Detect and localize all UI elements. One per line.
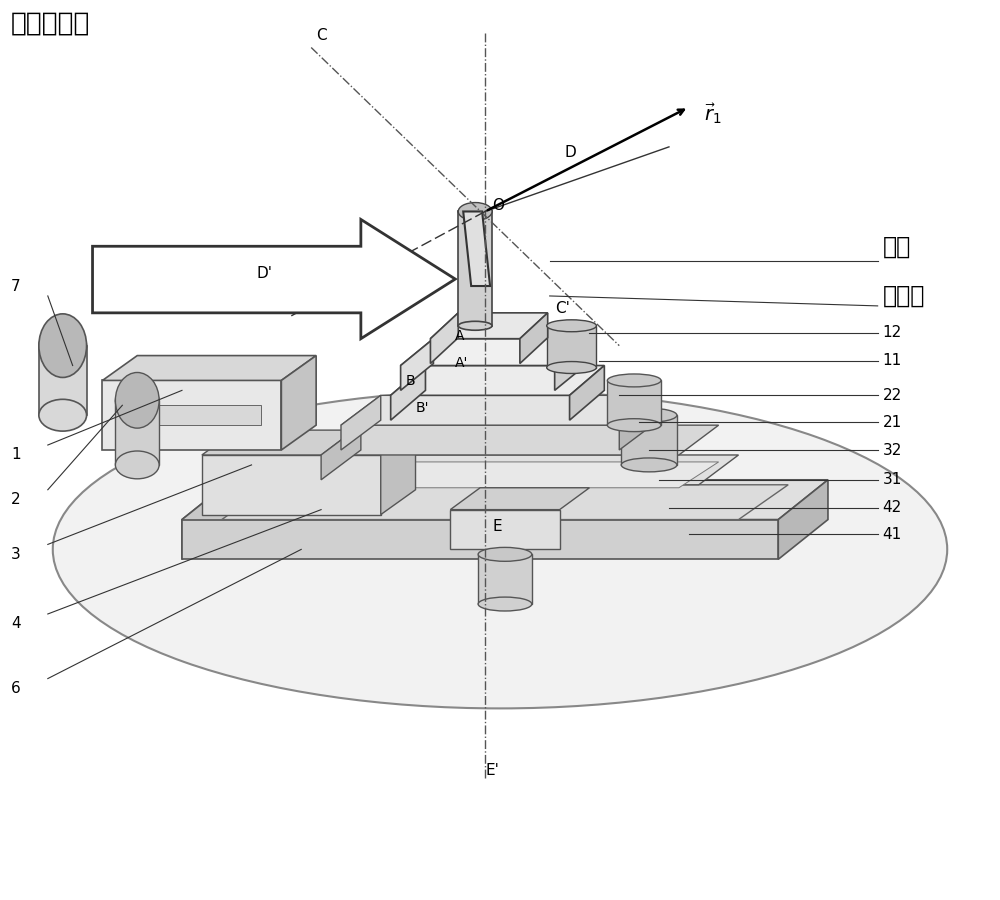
Polygon shape bbox=[115, 400, 159, 465]
Text: 3: 3 bbox=[11, 547, 21, 562]
Polygon shape bbox=[102, 356, 316, 381]
Ellipse shape bbox=[458, 321, 492, 330]
Polygon shape bbox=[93, 220, 455, 338]
Polygon shape bbox=[391, 365, 604, 395]
Polygon shape bbox=[401, 338, 433, 391]
Polygon shape bbox=[430, 313, 458, 364]
Ellipse shape bbox=[621, 458, 677, 472]
Polygon shape bbox=[778, 480, 828, 559]
Text: 31: 31 bbox=[883, 472, 902, 487]
Text: 7: 7 bbox=[11, 278, 21, 293]
Polygon shape bbox=[341, 395, 659, 425]
Ellipse shape bbox=[115, 373, 159, 428]
Text: 2: 2 bbox=[11, 492, 21, 508]
Text: 11: 11 bbox=[883, 353, 902, 368]
Polygon shape bbox=[132, 405, 261, 425]
Polygon shape bbox=[450, 509, 560, 549]
Text: 样品架: 样品架 bbox=[883, 284, 925, 308]
Polygon shape bbox=[182, 480, 232, 559]
Polygon shape bbox=[570, 365, 604, 420]
Ellipse shape bbox=[478, 597, 532, 611]
Text: C': C' bbox=[555, 301, 570, 316]
Polygon shape bbox=[321, 425, 361, 480]
Text: 1: 1 bbox=[11, 447, 21, 463]
Polygon shape bbox=[391, 365, 425, 420]
Polygon shape bbox=[450, 488, 589, 509]
Polygon shape bbox=[182, 519, 778, 559]
Text: 入射中子束: 入射中子束 bbox=[11, 11, 90, 37]
Polygon shape bbox=[311, 462, 719, 488]
Ellipse shape bbox=[621, 409, 677, 422]
Ellipse shape bbox=[115, 386, 159, 414]
Polygon shape bbox=[102, 381, 281, 450]
Ellipse shape bbox=[458, 207, 492, 216]
Polygon shape bbox=[202, 455, 381, 515]
Text: 32: 32 bbox=[883, 443, 902, 457]
Text: 样品: 样品 bbox=[883, 234, 911, 258]
Text: A: A bbox=[455, 328, 465, 343]
Polygon shape bbox=[520, 313, 548, 364]
Ellipse shape bbox=[607, 374, 661, 387]
Ellipse shape bbox=[458, 202, 492, 220]
Ellipse shape bbox=[547, 320, 596, 332]
Ellipse shape bbox=[39, 400, 87, 431]
Polygon shape bbox=[430, 313, 548, 338]
Text: D: D bbox=[565, 145, 576, 160]
Ellipse shape bbox=[115, 451, 159, 479]
Text: B: B bbox=[406, 374, 415, 389]
Text: E': E' bbox=[485, 763, 499, 778]
Polygon shape bbox=[458, 212, 492, 326]
Text: 41: 41 bbox=[883, 527, 902, 542]
Polygon shape bbox=[222, 485, 788, 519]
Ellipse shape bbox=[607, 418, 661, 432]
Polygon shape bbox=[39, 346, 87, 415]
Polygon shape bbox=[555, 338, 587, 391]
Polygon shape bbox=[341, 395, 381, 450]
Text: D': D' bbox=[257, 266, 273, 281]
Polygon shape bbox=[182, 480, 828, 519]
Polygon shape bbox=[547, 326, 596, 367]
Text: 6: 6 bbox=[11, 681, 21, 696]
Polygon shape bbox=[381, 430, 416, 515]
Ellipse shape bbox=[39, 329, 87, 362]
Polygon shape bbox=[401, 338, 587, 365]
Text: $\vec{r}_{1}$: $\vec{r}_{1}$ bbox=[704, 102, 721, 126]
Text: A': A' bbox=[455, 356, 469, 371]
Polygon shape bbox=[607, 381, 661, 425]
Polygon shape bbox=[202, 430, 416, 455]
Polygon shape bbox=[478, 554, 532, 604]
Polygon shape bbox=[619, 395, 659, 450]
Polygon shape bbox=[301, 455, 341, 509]
Ellipse shape bbox=[547, 362, 596, 374]
Text: C: C bbox=[316, 28, 326, 42]
Text: 42: 42 bbox=[883, 500, 902, 515]
Text: 22: 22 bbox=[883, 388, 902, 403]
Text: 4: 4 bbox=[11, 616, 21, 632]
Ellipse shape bbox=[53, 391, 947, 708]
Polygon shape bbox=[463, 212, 490, 286]
Text: 21: 21 bbox=[883, 415, 902, 429]
Polygon shape bbox=[281, 356, 316, 450]
Ellipse shape bbox=[478, 547, 532, 562]
Polygon shape bbox=[321, 425, 719, 455]
Text: B': B' bbox=[416, 401, 429, 415]
Text: E: E bbox=[492, 519, 502, 535]
Polygon shape bbox=[301, 455, 739, 485]
Text: O: O bbox=[492, 199, 504, 213]
Polygon shape bbox=[621, 415, 677, 465]
Ellipse shape bbox=[39, 314, 87, 377]
Text: 12: 12 bbox=[883, 325, 902, 340]
